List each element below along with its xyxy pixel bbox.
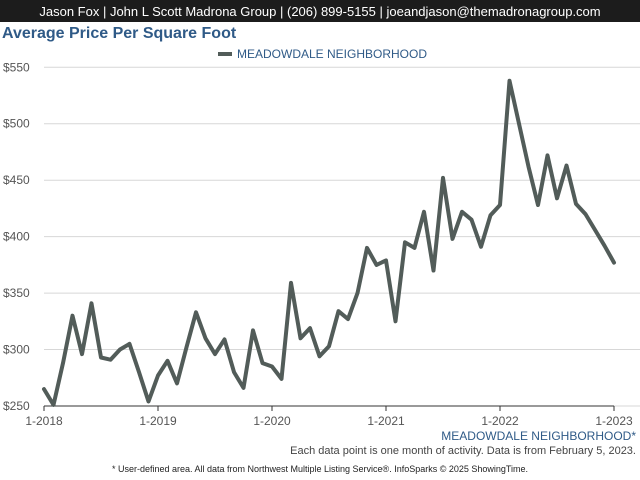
data-point xyxy=(479,245,483,249)
data-point xyxy=(109,358,112,362)
y-tick-label: $300 xyxy=(3,343,30,357)
y-axis: $250 $300 $350 $400 $450 $500 $550 xyxy=(3,60,30,413)
data-point xyxy=(422,210,426,214)
y-tick-label: $400 xyxy=(3,230,30,244)
data-point xyxy=(175,381,179,385)
data-point xyxy=(166,359,169,363)
data-point xyxy=(432,269,435,273)
contact-info: Jason Fox | John L Scott Madrona Group |… xyxy=(39,3,601,19)
data-point xyxy=(185,345,188,349)
data-point xyxy=(612,261,616,265)
data-point xyxy=(451,237,454,241)
data-point xyxy=(403,240,407,244)
data-point xyxy=(232,370,236,374)
data-point xyxy=(223,337,226,341)
data-point xyxy=(489,213,492,217)
data-note: Each data point is one month of activity… xyxy=(290,445,636,457)
data-credit: * User-defined area. All data from North… xyxy=(111,464,529,474)
data-point xyxy=(261,361,264,365)
x-axis: 1-2018 1-2019 1-2020 1-2021 1-2022 1-2023 xyxy=(25,405,633,428)
series-group xyxy=(42,78,616,407)
data-point xyxy=(242,386,245,390)
data-point xyxy=(71,314,74,318)
data-point xyxy=(498,203,502,207)
y-tick-label: $350 xyxy=(3,286,30,300)
x-tick-label: 1-2022 xyxy=(481,414,519,428)
chart-title: Average Price Per Square Foot xyxy=(2,25,237,42)
data-point xyxy=(603,244,606,248)
data-point xyxy=(90,301,93,305)
y-tick-label: $250 xyxy=(3,399,30,413)
y-tick-label: $500 xyxy=(3,117,30,131)
data-point xyxy=(555,196,559,200)
data-point xyxy=(318,354,321,358)
data-point xyxy=(128,342,131,346)
data-point xyxy=(42,387,46,391)
data-point xyxy=(375,263,378,267)
data-point xyxy=(118,348,122,352)
x-tick-label: 1-2020 xyxy=(253,414,291,428)
data-point xyxy=(527,165,530,169)
data-point xyxy=(536,203,540,207)
x-tick-label: 1-2019 xyxy=(139,414,177,428)
data-point xyxy=(337,309,340,313)
data-point xyxy=(517,122,521,126)
series-line xyxy=(42,78,616,407)
x-tick-label: 1-2023 xyxy=(595,414,633,428)
data-point xyxy=(280,377,283,381)
data-point xyxy=(289,281,293,285)
data-point xyxy=(204,336,207,340)
data-point xyxy=(147,399,150,403)
data-point xyxy=(156,374,160,378)
data-point xyxy=(137,370,141,374)
y-tick-label: $550 xyxy=(3,60,30,74)
data-point xyxy=(384,258,388,262)
data-point xyxy=(213,352,217,356)
data-point xyxy=(413,246,416,250)
header-bar: Jason Fox | John L Scott Madrona Group |… xyxy=(0,0,640,22)
y-tick-label: $450 xyxy=(3,173,30,187)
data-point xyxy=(99,355,103,359)
data-point xyxy=(593,228,597,232)
data-point xyxy=(270,364,274,368)
data-point xyxy=(546,153,549,157)
data-point xyxy=(80,352,84,356)
data-point xyxy=(251,328,255,332)
data-point xyxy=(356,291,359,295)
data-point xyxy=(394,319,397,323)
data-point xyxy=(584,212,587,216)
x-tick-label: 1-2018 xyxy=(25,414,63,428)
data-point xyxy=(441,176,445,180)
data-point xyxy=(327,344,331,348)
data-point xyxy=(194,310,198,314)
x-tick-label: 1-2021 xyxy=(367,414,405,428)
data-point xyxy=(346,317,350,321)
data-point xyxy=(308,326,312,330)
legend-label: MEADOWDALE NEIGHBORHOOD xyxy=(237,47,427,61)
data-point xyxy=(565,164,568,168)
data-point xyxy=(299,336,302,340)
data-point xyxy=(365,246,369,250)
area-label: MEADOWDALE NEIGHBORHOOD* xyxy=(441,429,636,443)
legend: MEADOWDALE NEIGHBORHOOD xyxy=(218,47,427,61)
data-point xyxy=(470,218,473,222)
data-point xyxy=(574,202,578,206)
data-point xyxy=(508,79,511,83)
data-point xyxy=(52,403,55,407)
data-point xyxy=(61,361,65,365)
data-point xyxy=(460,210,464,214)
